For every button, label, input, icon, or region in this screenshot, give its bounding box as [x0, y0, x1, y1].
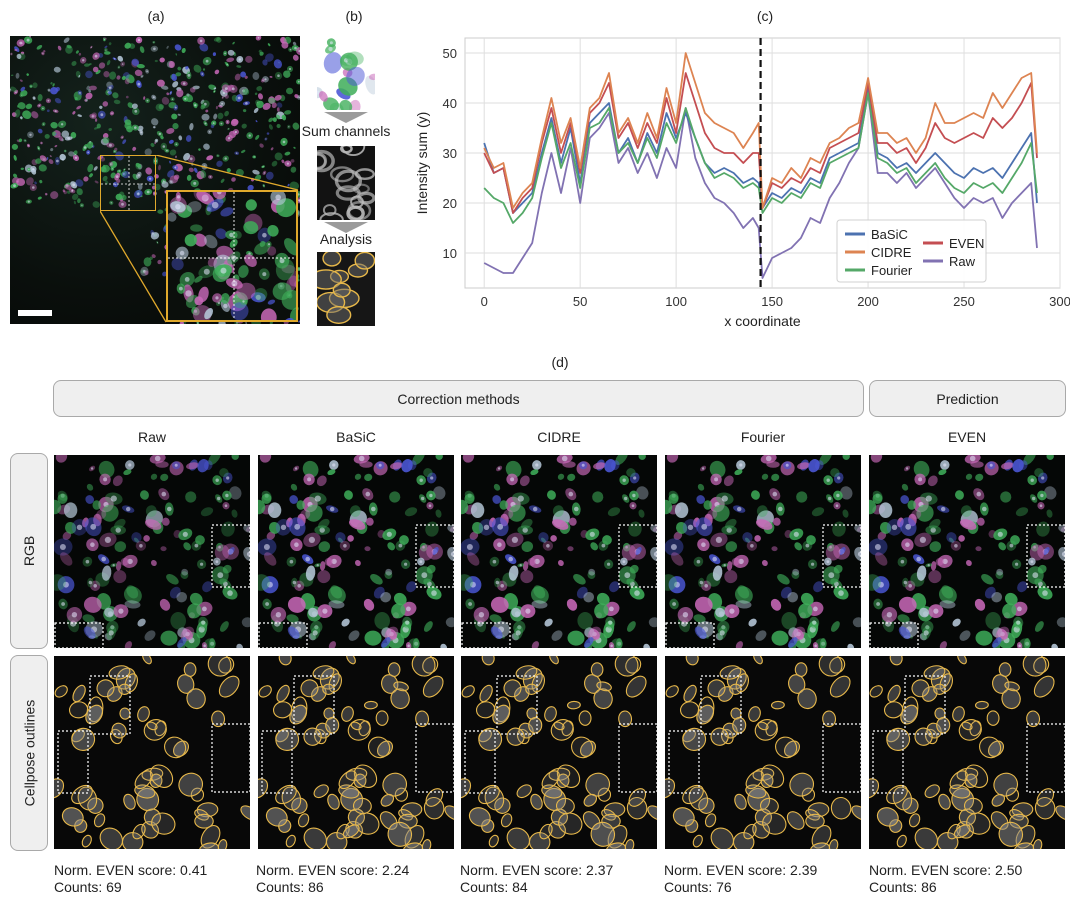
scale-bar — [18, 310, 52, 316]
rgb-image-even — [869, 455, 1065, 648]
rgb-image-raw — [54, 455, 250, 648]
x-tick-label: 200 — [857, 294, 879, 309]
even-score: Norm. EVEN score: 2.50 — [869, 862, 1023, 878]
outline-image-even — [869, 656, 1065, 849]
cell-count: Counts: 86 — [869, 879, 937, 895]
x-tick-label: 250 — [953, 294, 975, 309]
outline-image-basic — [258, 656, 454, 849]
legend-box — [836, 219, 987, 283]
analysis-label: Analysis — [319, 231, 373, 247]
cell-count: Counts: 84 — [460, 879, 528, 895]
even-score: Norm. EVEN score: 2.37 — [460, 862, 614, 878]
even-score: Norm. EVEN score: 0.41 — [54, 862, 208, 878]
score-block-even: Norm. EVEN score: 2.50 Counts: 86 — [869, 862, 1022, 896]
rgb-image-fourier — [665, 455, 861, 648]
rgb-tile — [317, 36, 375, 110]
score-block-fourier: Norm. EVEN score: 2.39 Counts: 76 — [664, 862, 817, 896]
rgb-image-cidre — [461, 455, 657, 648]
column-title: EVEN — [947, 429, 987, 445]
segmentation-tile — [317, 252, 375, 326]
panel-label-c: (c) — [756, 8, 774, 24]
series-line-fourier — [483, 92, 1038, 224]
y-tick-label: 30 — [443, 146, 457, 161]
row-label-outlines: Cellpose outlines — [10, 655, 48, 851]
cell-count: Counts: 76 — [664, 879, 732, 895]
x-tick-label: 50 — [573, 294, 587, 309]
row-label-rgb: RGB — [10, 453, 48, 649]
outline-image-raw — [54, 656, 250, 849]
y-tick-label: 50 — [443, 46, 457, 61]
legend-label: EVEN — [949, 236, 984, 251]
cell-count: Counts: 69 — [54, 879, 122, 895]
sum-channels-label: Sum channels — [301, 123, 391, 139]
arrow-down-icon — [324, 222, 368, 233]
score-block-basic: Norm. EVEN score: 2.24 Counts: 86 — [256, 862, 409, 896]
legend-label: Raw — [949, 254, 976, 269]
panel-label-b: (b) — [345, 8, 363, 24]
arrow-down-icon — [324, 112, 368, 123]
zoom-source-box — [100, 155, 157, 212]
x-tick-label: 0 — [481, 294, 488, 309]
panel-label-a: (a) — [147, 8, 165, 24]
column-title: CIDRE — [537, 429, 581, 445]
rgb-image-basic — [258, 455, 454, 648]
x-tick-label: 100 — [665, 294, 687, 309]
y-tick-label: 40 — [443, 96, 457, 111]
cell-count: Counts: 86 — [256, 879, 324, 895]
y-tick-label: 20 — [443, 196, 457, 211]
even-score: Norm. EVEN score: 2.24 — [256, 862, 410, 878]
prediction-header: Prediction — [869, 380, 1066, 417]
y-tick-label: 10 — [443, 246, 457, 261]
even-score: Norm. EVEN score: 2.39 — [664, 862, 818, 878]
column-title: Fourier — [740, 429, 786, 445]
zoom-inset-image — [166, 190, 298, 322]
x-axis-label: x coordinate — [724, 313, 800, 329]
legend-label: Fourier — [871, 263, 913, 278]
score-block-cidre: Norm. EVEN score: 2.37 Counts: 84 — [460, 862, 613, 896]
score-block-raw: Norm. EVEN score: 0.41 Counts: 69 — [54, 862, 207, 896]
y-axis-label: Intensity sum (y) — [414, 112, 430, 215]
column-title: BaSiC — [336, 429, 376, 445]
legend-label: CIDRE — [871, 245, 912, 260]
outline-image-fourier — [665, 656, 861, 849]
outline-image-cidre — [461, 656, 657, 849]
zoom-connector-lines — [100, 155, 299, 323]
grayscale-tile — [317, 146, 375, 220]
panel-label-d: (d) — [551, 354, 569, 370]
intensity-line-chart: 0 50 100 150 200 250 300 10 20 30 40 50 x coordinate… — [414, 37, 1070, 329]
legend-label: BaSiC — [871, 227, 908, 242]
correction-methods-header: Correction methods — [53, 380, 864, 417]
x-tick-label: 150 — [761, 294, 783, 309]
column-title: Raw — [137, 429, 166, 445]
x-tick-label: 300 — [1049, 294, 1070, 309]
